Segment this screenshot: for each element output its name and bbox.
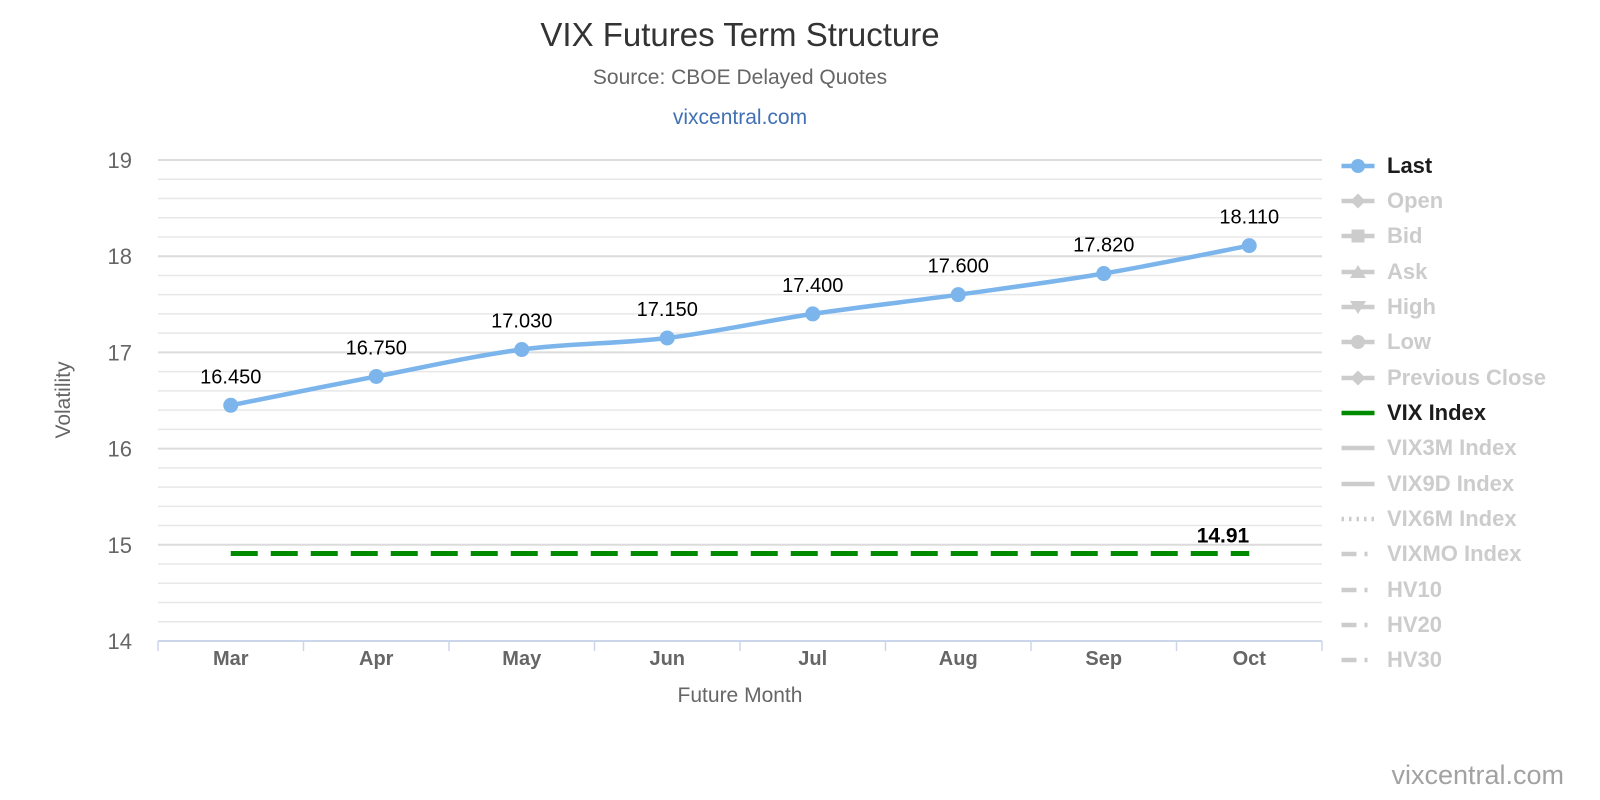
- x-axis-label: Sep: [1085, 648, 1122, 670]
- last-data-label: 17.030: [491, 311, 552, 333]
- x-axis-label: Aug: [939, 648, 978, 670]
- data-point-may[interactable]: [514, 342, 530, 358]
- data-point-oct[interactable]: [1241, 238, 1257, 254]
- last-data-label: 16.750: [346, 337, 407, 359]
- vixcentral-link[interactable]: vixcentral.com: [672, 106, 808, 129]
- legend-label: HV20: [1387, 612, 1443, 638]
- legend-label: Previous Close: [1387, 364, 1546, 390]
- chart-title: VIX Futures Term Structure: [540, 16, 940, 53]
- x-axis-title: Future Month: [678, 684, 803, 707]
- last-data-label: 17.400: [782, 275, 843, 297]
- x-axis-label: Apr: [359, 648, 394, 670]
- chart-header: VIX Futures Term Structure Source: CBOE …: [0, 0, 1480, 130]
- data-point-jun[interactable]: [659, 330, 675, 346]
- legend-item-last[interactable]: Last: [1340, 148, 1546, 183]
- vix9d-index-legend-line-icon: [1341, 481, 1375, 487]
- vix3m-index-legend-line-icon: [1341, 446, 1375, 451]
- y-axis-title: Volatility: [52, 361, 75, 439]
- last-data-label: 17.150: [637, 299, 698, 321]
- legend-item-bid[interactable]: Bid: [1340, 219, 1546, 254]
- legend-item-vixmo-index[interactable]: VIXMO Index: [1340, 537, 1546, 572]
- legend-item-vix-index[interactable]: VIX Index: [1340, 395, 1546, 430]
- y-axis-label: 16: [108, 437, 132, 462]
- data-point-apr[interactable]: [368, 368, 384, 384]
- last-data-label: 16.450: [200, 366, 261, 388]
- legend: Last Open Bid Ask High Low Previous Close VIX I…: [1340, 148, 1546, 678]
- legend-label: VIXMO Index: [1387, 541, 1522, 567]
- vix-index-legend-line-icon: [1341, 410, 1375, 416]
- legend-label: Open: [1387, 188, 1444, 214]
- legend-item-vix3m-index[interactable]: VIX3M Index: [1340, 431, 1546, 466]
- hv30-legend-line-icon: [1341, 658, 1375, 663]
- legend-item-high[interactable]: High: [1340, 289, 1546, 324]
- legend-label: Bid: [1387, 223, 1423, 249]
- legend-label: High: [1387, 294, 1436, 320]
- legend-label: VIX3M Index: [1387, 435, 1517, 461]
- last-legend-circle-icon: [1341, 158, 1375, 173]
- x-axis-label: May: [502, 648, 542, 670]
- vix6m-index-legend-line-icon: [1341, 516, 1375, 522]
- x-axis-label: Jul: [798, 648, 827, 670]
- y-axis-label: 19: [108, 148, 132, 173]
- legend-label: VIX6M Index: [1387, 506, 1517, 532]
- legend-label: HV30: [1387, 647, 1443, 673]
- y-axis-label: 14: [108, 629, 132, 654]
- legend-label: Ask: [1387, 258, 1428, 284]
- watermark: vixcentral.com: [1391, 760, 1564, 790]
- vixmo-index-legend-line-icon: [1341, 552, 1375, 557]
- ask-legend-triangle-up-icon: [1341, 264, 1375, 278]
- legend-item-previous-close[interactable]: Previous Close: [1340, 360, 1546, 395]
- legend-item-vix9d-index[interactable]: VIX9D Index: [1340, 466, 1546, 501]
- x-axis-label: Mar: [213, 648, 249, 670]
- legend-label: Low: [1387, 329, 1431, 355]
- hv10-legend-line-icon: [1341, 587, 1375, 593]
- low-legend-circle-icon: [1341, 335, 1375, 350]
- legend-item-low[interactable]: Low: [1340, 325, 1546, 360]
- bid-legend-square-icon: [1341, 229, 1375, 243]
- legend-item-vix6m-index[interactable]: VIX6M Index: [1340, 501, 1546, 536]
- legend-item-hv20[interactable]: HV20: [1340, 607, 1546, 642]
- y-axis-label: 18: [108, 244, 132, 269]
- x-axis-label: Oct: [1233, 648, 1267, 670]
- open-legend-diamond-icon: [1341, 193, 1375, 209]
- legend-item-hv30[interactable]: HV30: [1340, 643, 1546, 678]
- x-axis-label: Jun: [649, 648, 685, 670]
- high-legend-triangle-down-icon: [1341, 301, 1375, 315]
- legend-item-open[interactable]: Open: [1340, 183, 1546, 218]
- legend-label: Last: [1387, 152, 1433, 178]
- legend-item-hv10[interactable]: HV10: [1340, 572, 1546, 607]
- vix-index-data-label: 14.91: [1197, 524, 1250, 547]
- chart-subtitle: Source: CBOE Delayed Quotes: [592, 66, 888, 89]
- data-point-sep[interactable]: [1096, 266, 1112, 282]
- legend-label: VIX9D Index: [1387, 470, 1515, 496]
- data-point-mar[interactable]: [223, 397, 239, 413]
- last-data-label: 17.820: [1073, 235, 1134, 257]
- data-point-aug[interactable]: [950, 287, 966, 303]
- legend-item-ask[interactable]: Ask: [1340, 254, 1546, 289]
- legend-label: VIX Index: [1387, 400, 1487, 426]
- last-series-line[interactable]: [228, 243, 1252, 408]
- hv20-legend-line-icon: [1341, 622, 1375, 628]
- legend-label: HV10: [1387, 576, 1443, 602]
- last-data-label: 18.110: [1219, 207, 1279, 229]
- y-axis-label: 17: [108, 340, 132, 365]
- previous-close-legend-diamond-icon: [1341, 370, 1375, 386]
- last-data-label: 17.600: [928, 256, 989, 278]
- data-point-jul[interactable]: [805, 306, 821, 322]
- y-axis-label: 15: [108, 533, 132, 558]
